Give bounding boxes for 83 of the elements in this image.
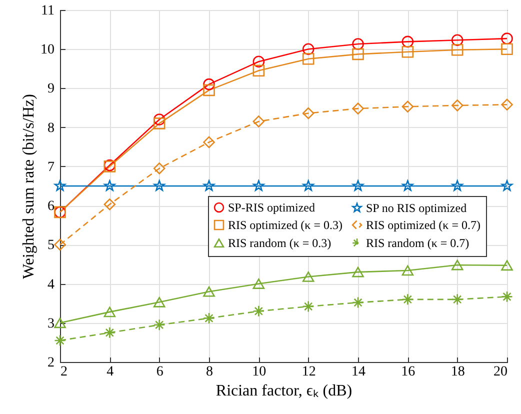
legend-label: RIS optimized (κ = 0.3) [228,218,342,232]
point [302,272,314,282]
y-tick-label: 10 [40,42,54,58]
point [253,180,264,191]
point [54,334,66,346]
y-tick-label: 3 [48,316,54,332]
point [252,116,265,128]
point [352,38,364,50]
y-tick-label: 9 [48,82,54,97]
point [154,180,165,191]
point [252,278,265,289]
y-tick-label: 5 [48,238,54,254]
point [501,290,513,303]
point [402,180,414,191]
point [252,56,265,68]
point [302,180,314,191]
point [203,286,215,297]
y-tick-label: 11 [41,4,54,18]
point [302,43,314,55]
legend-label: RIS random (κ = 0.3) [228,236,332,250]
legend-label: RIS optimized (κ = 0.7) [366,218,480,232]
x-tick-label: 2 [60,364,68,380]
x-tick-label: 10 [252,364,266,380]
point [352,266,364,278]
point [302,52,314,65]
point [203,84,215,96]
x-tick-label: 16 [401,364,416,380]
point [452,180,463,191]
x-tick-label: 4 [106,364,114,380]
point [104,326,116,339]
x-tick-label: 6 [156,364,164,380]
y-tick-label: 7 [48,160,54,175]
point [402,46,414,58]
point [302,107,314,120]
point [104,306,116,318]
legend-label: SP-RIS optimized [228,200,316,214]
x-tick-label: 12 [302,364,316,380]
point [104,198,116,210]
x-tick-label: 18 [450,364,465,380]
point [501,32,513,44]
point [104,180,116,191]
legend-label: RIS random (κ = 0.7) [366,236,470,250]
legend-label: SP no RIS optimized [366,200,467,215]
y-tick-label: 8 [48,120,54,136]
point [153,114,166,126]
point [451,260,464,270]
point [451,44,464,56]
y-tick-label: 4 [48,277,54,292]
point [352,180,364,191]
point [302,300,314,312]
point [501,180,513,191]
x-tick-label: 20 [494,364,508,380]
y-tick-label: 6 [48,199,54,214]
point [451,34,464,46]
point [54,180,66,191]
point [203,136,215,148]
point [153,118,166,130]
point [54,318,66,328]
point [252,305,265,318]
point [451,100,464,112]
point [501,260,513,271]
point [451,294,464,306]
point [402,36,414,48]
point [352,296,364,308]
point [153,318,166,331]
point [153,296,166,308]
point [402,265,414,276]
point [352,48,364,60]
point [203,78,215,90]
y-axis-title: Weighted sum rate (bit/s/Hz) [20,94,38,279]
x-tick-label: 14 [352,364,366,380]
point [252,64,265,77]
x-tick-label: 8 [206,364,213,380]
x-axis-title: Rician factor, ϵₖ (dB) [216,382,352,400]
point [203,312,215,324]
point [153,162,166,174]
point [402,100,414,112]
point [501,43,513,56]
point [54,238,66,251]
point [501,98,513,111]
point [402,294,414,306]
point [203,180,215,191]
point [352,102,364,114]
